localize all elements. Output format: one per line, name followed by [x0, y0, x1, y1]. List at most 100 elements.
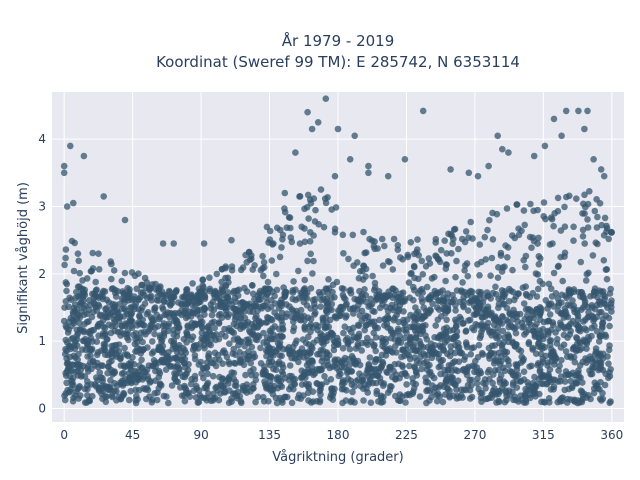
data-point [345, 356, 352, 363]
data-point [581, 210, 588, 217]
data-point [208, 319, 215, 327]
data-point [198, 370, 205, 377]
data-point [132, 386, 139, 394]
data-point [487, 272, 494, 280]
data-point [148, 399, 156, 406]
data-point [466, 386, 474, 394]
data-point [125, 370, 133, 377]
data-point [371, 238, 378, 245]
data-point [170, 331, 177, 338]
data-point [448, 362, 455, 369]
data-point [503, 355, 510, 363]
data-point [519, 357, 527, 365]
data-point [464, 381, 472, 389]
data-point [410, 324, 418, 331]
data-point [105, 299, 113, 306]
data-point [143, 395, 150, 403]
data-point [550, 222, 557, 230]
data-point [235, 337, 242, 345]
data-point [435, 306, 443, 314]
data-point [206, 287, 214, 295]
data-point [567, 302, 574, 309]
data-point [482, 385, 489, 392]
data-point [540, 213, 547, 220]
data-point [478, 349, 486, 357]
data-point [551, 351, 558, 359]
data-point [86, 327, 94, 335]
data-point [573, 195, 580, 202]
outlier-point [121, 216, 129, 224]
data-point [117, 355, 124, 362]
data-point [597, 301, 604, 308]
data-point [273, 286, 281, 294]
data-point [460, 302, 467, 309]
data-point [133, 285, 140, 293]
data-point [562, 308, 569, 315]
data-point [446, 387, 453, 395]
data-point [411, 286, 418, 294]
data-point [581, 325, 588, 332]
data-point [228, 267, 236, 274]
data-point [325, 323, 333, 331]
data-point [302, 339, 310, 347]
data-point [62, 336, 70, 344]
data-point [495, 397, 502, 405]
data-point [79, 290, 87, 297]
data-point [73, 288, 80, 296]
data-point [99, 374, 106, 382]
data-point [432, 322, 440, 329]
data-point [369, 272, 376, 280]
data-point [208, 336, 215, 344]
data-point [61, 304, 68, 311]
data-point [540, 398, 548, 406]
data-point [453, 257, 460, 265]
data-point [571, 358, 579, 366]
data-point [218, 314, 226, 322]
data-point [118, 277, 126, 285]
data-point [283, 393, 291, 401]
data-point [205, 326, 213, 333]
data-point [95, 250, 102, 257]
data-point [384, 369, 391, 377]
data-point [315, 221, 323, 228]
data-point [543, 374, 551, 381]
data-point [275, 375, 283, 382]
data-point [245, 348, 252, 355]
data-point [570, 223, 577, 231]
data-point [159, 305, 167, 313]
data-point [147, 322, 154, 329]
outlier-point [67, 142, 74, 150]
data-point [164, 309, 171, 316]
outlier-point [80, 152, 88, 160]
data-point [499, 264, 507, 271]
data-point [442, 277, 449, 285]
data-point [205, 350, 213, 357]
data-point [420, 359, 428, 367]
data-point [534, 240, 541, 247]
data-point [588, 324, 596, 332]
data-point [384, 313, 391, 320]
data-point [402, 399, 409, 406]
data-point [78, 371, 85, 379]
data-point [441, 237, 449, 244]
data-point [219, 288, 227, 295]
data-point [267, 373, 274, 380]
data-point [468, 376, 475, 384]
data-point [585, 309, 592, 316]
data-point [513, 384, 521, 391]
data-point [267, 303, 275, 311]
data-point [570, 286, 578, 293]
data-point [93, 338, 101, 346]
data-point [426, 260, 434, 267]
data-point [455, 245, 462, 253]
data-point [371, 286, 378, 294]
outlier-point [334, 125, 342, 133]
data-point [476, 367, 484, 375]
data-point [379, 262, 387, 269]
data-point [249, 385, 257, 392]
data-point [198, 329, 206, 337]
data-point [547, 285, 555, 293]
data-point [505, 361, 512, 369]
data-point [210, 306, 218, 314]
data-point [399, 255, 407, 263]
